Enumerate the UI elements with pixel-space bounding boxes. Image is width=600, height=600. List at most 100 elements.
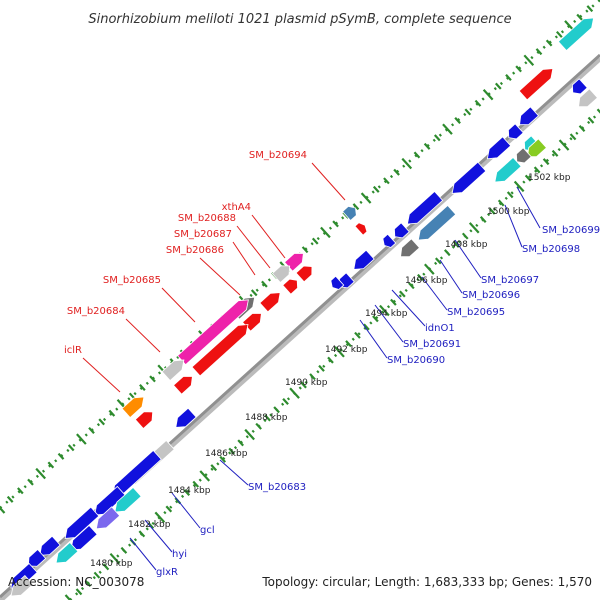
gene-label[interactable]: SM_b20691 xyxy=(403,339,461,350)
gene-arrow[interactable] xyxy=(403,190,444,228)
label-leader-line xyxy=(236,225,271,269)
gene-arrow[interactable] xyxy=(172,407,197,432)
tick-mark xyxy=(434,257,442,265)
gene-arrow[interactable] xyxy=(36,535,61,560)
tick-mark xyxy=(551,149,559,157)
label-leaders xyxy=(82,162,541,571)
gene-arrow[interactable] xyxy=(516,106,540,129)
tick-mark xyxy=(363,323,370,331)
gene-arrow[interactable] xyxy=(24,548,47,571)
tick-mark xyxy=(587,116,595,124)
gene-arrow[interactable] xyxy=(92,506,121,533)
tick-mark xyxy=(228,447,236,455)
gene-label[interactable]: SM_b20699 xyxy=(542,225,600,236)
gene-label[interactable]: SM_b20697 xyxy=(481,275,539,286)
tick-mark xyxy=(244,428,255,441)
gene-label[interactable]: hyi xyxy=(172,549,187,560)
gene-arrow[interactable] xyxy=(161,356,188,382)
tick-mark xyxy=(578,125,586,133)
tick-mark xyxy=(586,5,594,13)
gene-arrow[interactable] xyxy=(295,262,316,283)
label-leader-line xyxy=(311,162,346,201)
gene-arrow[interactable] xyxy=(7,574,34,600)
label-leader-line xyxy=(454,239,482,279)
gene-arrow[interactable] xyxy=(52,541,79,568)
tick-mark xyxy=(372,185,380,193)
gene-label[interactable]: SM_b20698 xyxy=(522,244,580,255)
tick-mark xyxy=(443,249,451,257)
tick-mark xyxy=(533,166,541,174)
tick-mark xyxy=(57,452,65,460)
gene-label[interactable]: SM_b20690 xyxy=(387,355,445,366)
gene-arrow[interactable] xyxy=(513,147,532,166)
label-leader-line xyxy=(161,287,196,323)
gene-arrow[interactable] xyxy=(191,320,252,377)
gene-arrow[interactable] xyxy=(569,78,588,97)
gene-arrow[interactable] xyxy=(271,262,293,284)
gene-arrow[interactable] xyxy=(354,221,369,236)
tick-mark xyxy=(596,108,600,114)
gene-label[interactable]: SM_b20685 xyxy=(103,275,161,286)
tick-mark xyxy=(424,263,435,275)
tick-mark xyxy=(423,142,431,150)
tick-mark xyxy=(139,383,146,391)
gene-arrow[interactable] xyxy=(505,123,524,142)
tick-mark xyxy=(147,522,155,530)
gene-label[interactable]: xthA4 xyxy=(222,202,251,213)
gene-arrow[interactable] xyxy=(134,408,156,430)
tick-mark xyxy=(523,54,535,66)
tick-label: 1480 kbp xyxy=(90,559,133,569)
gene-arrow[interactable] xyxy=(483,136,512,163)
gene-arrow[interactable] xyxy=(177,295,253,366)
gene-arrow[interactable] xyxy=(259,288,284,313)
gene-label[interactable]: SM_b20688 xyxy=(178,213,236,224)
gene-label[interactable]: SM_b20695 xyxy=(447,307,505,318)
gene-label[interactable]: SM_b20694 xyxy=(249,150,307,161)
gene-arrow[interactable] xyxy=(524,138,548,161)
gene-arrow[interactable] xyxy=(491,156,522,186)
gene-arrow[interactable] xyxy=(557,13,597,52)
gene-label[interactable]: SM_b20687 xyxy=(174,229,232,240)
tick-mark xyxy=(199,470,211,482)
tick-mark xyxy=(219,455,227,463)
gene-label[interactable]: SM_b20683 xyxy=(248,482,306,493)
gene-arrow[interactable] xyxy=(91,485,126,519)
gene-arrow[interactable] xyxy=(341,204,360,222)
label-leader-line xyxy=(125,318,161,353)
accession-label: Accession: NC_003078 xyxy=(8,575,144,589)
tick-mark xyxy=(454,117,461,125)
gene-label[interactable]: idnO1 xyxy=(425,323,455,334)
gene-arrow[interactable] xyxy=(448,161,487,198)
gene-arrow[interactable] xyxy=(328,275,345,292)
gene-arrow[interactable] xyxy=(61,506,100,543)
gene-label[interactable]: glxR xyxy=(156,567,178,578)
gene-arrow[interactable] xyxy=(575,88,599,111)
tick-mark xyxy=(149,375,156,383)
tick-mark xyxy=(408,282,415,290)
gene-arrow[interactable] xyxy=(397,238,421,261)
tick-mark xyxy=(393,168,400,176)
gene-arrow[interactable] xyxy=(121,393,148,419)
gene-arrow[interactable] xyxy=(282,276,301,295)
gene-arrow[interactable] xyxy=(391,222,410,241)
tick-mark xyxy=(311,237,319,245)
gene-label[interactable]: iclR xyxy=(64,345,82,356)
gene-label[interactable]: SM_b20684 xyxy=(67,306,125,317)
tick-label: 1496 kbp xyxy=(405,276,448,286)
gene-arrow[interactable] xyxy=(380,233,397,250)
gene-label[interactable]: SM_b20696 xyxy=(462,290,520,301)
tick-mark xyxy=(401,157,413,170)
gene-arrow[interactable] xyxy=(414,204,457,244)
inner-dotted-line xyxy=(69,111,600,600)
tick-mark xyxy=(488,207,496,215)
gene-label[interactable]: gcl xyxy=(200,525,215,536)
gene-features[interactable] xyxy=(7,13,599,600)
gene-arrow[interactable] xyxy=(172,372,197,395)
gene-arrow[interactable] xyxy=(518,64,557,101)
gene-arrow[interactable] xyxy=(350,249,375,274)
tick-mark xyxy=(569,133,577,141)
gene-label[interactable]: SM_b20686 xyxy=(166,245,224,256)
gene-arrow[interactable] xyxy=(111,486,142,516)
